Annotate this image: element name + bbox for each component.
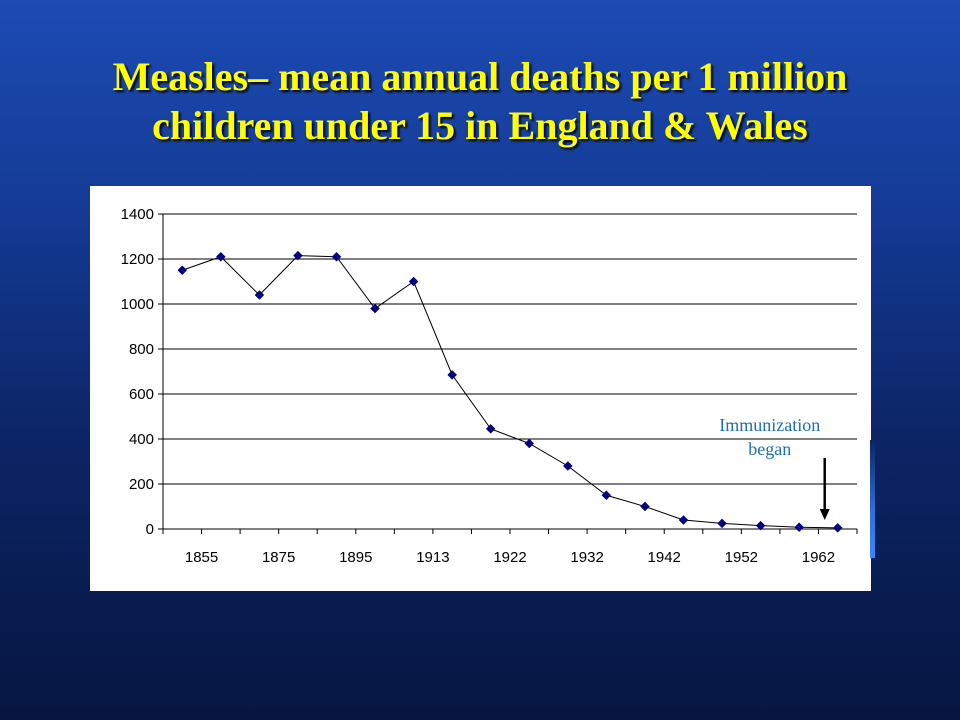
data-point	[331, 251, 342, 262]
y-tick-label: 400	[129, 431, 154, 448]
y-tick-label: 1000	[121, 296, 154, 313]
x-tick-label: 1942	[648, 549, 681, 566]
annotation-label: Immunization	[719, 415, 820, 435]
slide-title-line-2: children under 15 in England & Wales	[152, 103, 808, 148]
data-point	[293, 250, 303, 261]
x-tick-label: 1913	[416, 549, 449, 566]
data-point	[254, 290, 265, 300]
immunization-annotation: Immunization began	[719, 415, 830, 520]
annotation-label: began	[748, 439, 791, 459]
x-tick-label: 1922	[493, 549, 526, 566]
annotation-arrow-head	[819, 509, 830, 520]
y-tick-label: 0	[146, 521, 154, 538]
axes	[158, 213, 858, 534]
slide-title: Measles– mean annual deaths per 1 millio…	[20, 52, 940, 150]
data-point	[524, 438, 535, 449]
y-tick-label: 800	[129, 341, 154, 358]
gridlines	[163, 213, 857, 485]
y-tick-label: 1200	[121, 251, 154, 268]
x-tick-label: 1875	[262, 549, 295, 566]
y-tick-label: 1400	[121, 206, 154, 223]
data-point	[794, 522, 805, 533]
data-point	[562, 461, 573, 471]
data-point	[717, 518, 727, 529]
x-tick-label: 1962	[802, 549, 835, 566]
line-chart: 0 200 400 600 800 1000 1200 1400 1855 1875 1895 19…	[121, 206, 858, 566]
x-tick-label: 1952	[725, 549, 758, 566]
series-deaths	[177, 250, 843, 533]
data-point	[601, 490, 612, 501]
y-tick-label: 600	[129, 386, 154, 403]
chart-panel: 0 200 400 600 800 1000 1200 1400 1855 1875 1895 19…	[90, 186, 871, 591]
x-tick-label: 1895	[339, 549, 372, 566]
x-tick-label: 1932	[570, 549, 603, 566]
data-point	[678, 515, 689, 525]
data-point	[640, 501, 650, 512]
y-tick-label: 200	[129, 476, 154, 493]
x-tick-label: 1855	[185, 549, 218, 566]
data-point	[832, 523, 843, 533]
data-point	[370, 303, 380, 314]
slide-title-line-1: Measles– mean annual deaths per 1 millio…	[112, 54, 848, 99]
series-line	[182, 255, 838, 529]
data-point	[215, 251, 226, 262]
data-point	[485, 424, 496, 434]
data-point	[447, 370, 458, 380]
data-point	[177, 265, 188, 276]
y-tick-labels: 0 200 400 600 800 1000 1200 1400	[121, 206, 154, 538]
data-point	[408, 276, 419, 287]
decorative-side-rule	[870, 440, 875, 558]
x-tick-labels: 1855 1875 1895 1913 1922 1932 1942 1952 1962	[185, 549, 835, 566]
data-point	[755, 520, 766, 531]
